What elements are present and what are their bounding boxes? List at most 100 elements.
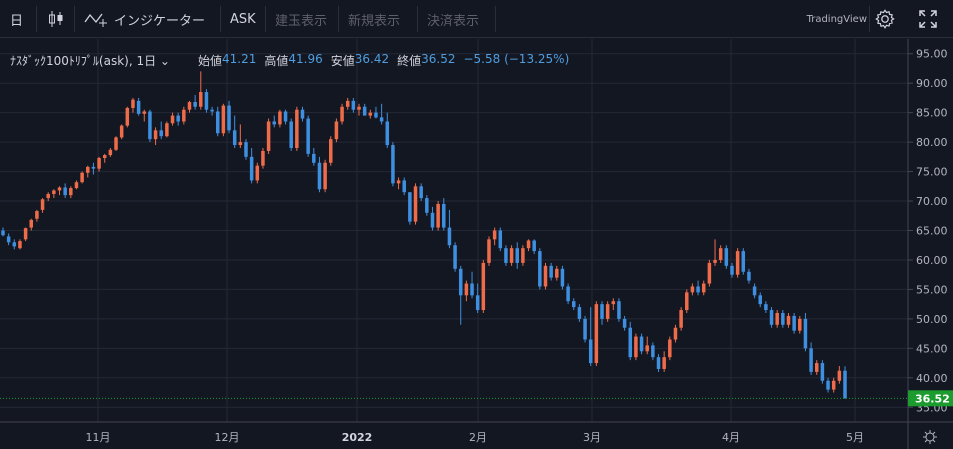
candle-body [475,295,480,311]
candle-body [504,248,508,263]
candle-body [843,370,847,399]
open-value: 41.21 [222,52,257,66]
fullscreen-icon[interactable] [919,10,937,28]
price-chart[interactable]: 35.0040.0045.0050.0055.0060.0065.0070.00… [0,39,953,449]
candle-body [769,310,774,325]
candle-body [741,251,746,272]
candle-body [436,203,440,228]
candle-body [701,283,706,293]
toolbar-divider [36,6,37,32]
position-display-label: 建玉表示 [275,13,328,29]
candle-body [402,180,406,193]
settle-display-button[interactable]: 決済表示 [427,0,479,38]
candle-body [538,251,542,287]
candle-body [611,301,616,305]
candle-body [786,315,791,325]
candle-body [656,357,661,369]
y-tick-label: 45.00 [916,342,948,355]
candle-body [255,165,260,181]
candle-body [102,155,107,159]
candle-body [826,380,830,390]
candle-body [820,363,825,381]
candle-body [362,106,367,116]
gear-icon[interactable] [874,8,896,30]
candle-body [142,111,147,114]
interval-button[interactable]: 日 [10,0,23,38]
candle-body [651,345,655,358]
candle-body [571,301,576,308]
candle-body [295,109,299,149]
candle-body [357,106,361,110]
x-tick-label: 2月 [469,431,487,444]
indicators-button[interactable]: インジケーター [84,0,205,38]
candle-body [323,162,327,190]
candle-body [91,166,96,169]
toolbar-divider [74,6,75,32]
candle-body [238,142,243,146]
candle-body [419,186,423,199]
candle-body [35,211,39,219]
last-price-label: 36.52 [915,392,950,405]
candle-body [148,111,152,140]
symbol-label: ﾅｽﾀﾞｯｸ100ﾄﾘﾌﾟﾙ(ask), 1日 [10,54,157,68]
candle-body [187,102,192,110]
candle-body [487,239,491,263]
low-value: 36.42 [354,52,390,66]
x-tick-label: 2022 [342,431,373,444]
candle-body [515,248,519,263]
y-tick-label: 80.00 [916,136,948,149]
candle-body [215,111,220,134]
candle-body [385,121,390,146]
candle-body [176,115,180,122]
candle-body [289,121,293,149]
candle-body [758,295,762,305]
toolbar-divider [220,6,221,32]
candle-body [798,318,802,331]
symbol-selector[interactable]: ﾅｽﾀﾞｯｸ100ﾄﾘﾌﾟﾙ(ask), 1日 ⌄ [10,52,170,69]
candle-body [165,123,169,137]
candle-body [430,212,435,228]
candle-body [492,230,497,240]
candle-body [340,106,344,122]
y-tick-label: 50.00 [916,313,948,326]
candle-body [837,370,842,381]
x-tick-label: 12月 [215,431,240,444]
candle-body [560,268,565,287]
axis-settings-icon[interactable] [923,430,937,444]
candle-body [617,301,621,319]
settle-display-label: 決済表示 [427,13,480,29]
candle-body [368,112,373,116]
candle-body [549,265,553,278]
candle-body [673,327,678,340]
candle-body [131,99,135,108]
candle-body [97,158,101,169]
low-label: 安値 [330,54,355,68]
candle-body [86,166,90,173]
candle-style-button[interactable] [46,0,66,38]
candle-body [379,117,384,122]
ask-button[interactable]: ASK [230,0,256,38]
candle-body [29,219,34,228]
candle-body [221,105,226,134]
candle-body [300,109,305,119]
toolbar-divider [495,6,496,32]
new-display-button[interactable]: 新規表示 [348,0,400,38]
candle-body [588,339,593,364]
indicators-label: インジケーター [114,13,206,29]
toolbar-divider [417,6,418,32]
candle-body [509,248,514,263]
position-display-button[interactable]: 建玉表示 [275,0,327,38]
candle-body [713,259,717,263]
candle-body [396,180,401,184]
candle-body [40,199,45,210]
candle-body [724,248,729,266]
candle-body [442,203,446,228]
candle-body [227,105,231,131]
candle-body [803,318,808,349]
candle-body [12,242,17,247]
y-tick-label: 65.00 [916,225,948,238]
candle-body [696,286,700,293]
open-label: 始値 [197,54,222,68]
candle-body [622,318,627,328]
candle-body [283,111,288,122]
